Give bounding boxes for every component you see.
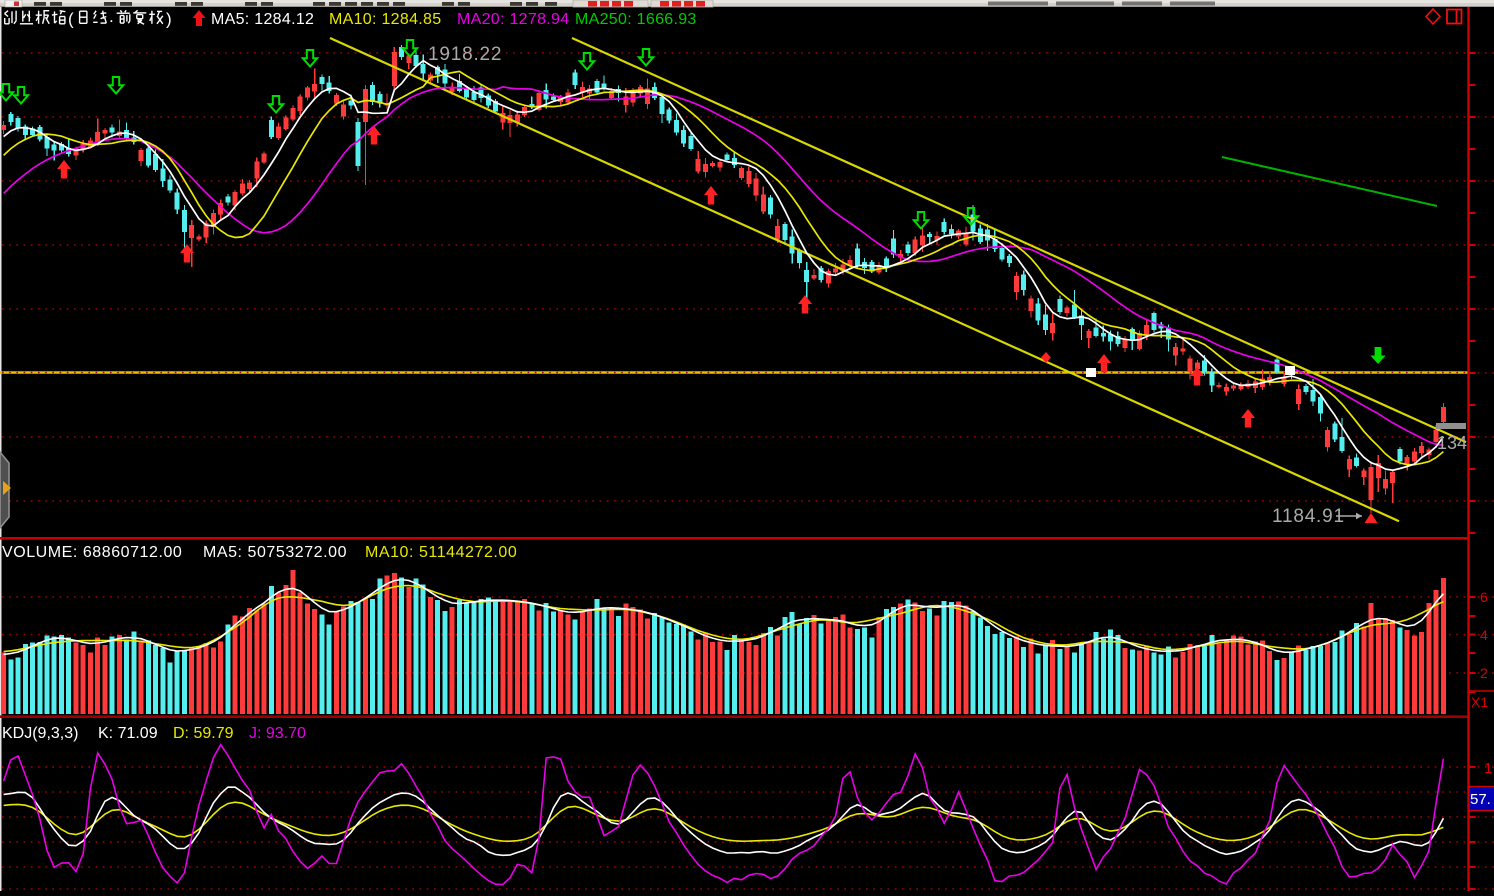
svg-text:MA20: 1278.94: MA20: 1278.94 xyxy=(457,11,569,28)
svg-text:1341: 1341 xyxy=(1437,433,1477,453)
svg-text:1918.22: 1918.22 xyxy=(428,44,502,65)
svg-text:D: 59.79: D: 59.79 xyxy=(173,725,234,742)
svg-text:MA5: 50753272.00: MA5: 50753272.00 xyxy=(203,544,347,561)
svg-text:4: 4 xyxy=(1480,627,1488,643)
svg-text:MA5: 1284.12: MA5: 1284.12 xyxy=(211,11,314,28)
svg-text:MA250: 1666.93: MA250: 1666.93 xyxy=(575,11,697,28)
svg-text:VOLUME: 68860712.00: VOLUME: 68860712.00 xyxy=(2,544,182,561)
svg-text:): ) xyxy=(166,10,172,29)
svg-text:X1: X1 xyxy=(1471,694,1488,710)
svg-text:1184.91: 1184.91 xyxy=(1272,506,1345,527)
svg-text:6: 6 xyxy=(1480,589,1488,605)
svg-text:MA10: 51144272.00: MA10: 51144272.00 xyxy=(365,544,517,561)
svg-text:57.: 57. xyxy=(1470,791,1491,808)
svg-text:MA10: 1284.85: MA10: 1284.85 xyxy=(329,11,441,28)
svg-text:2: 2 xyxy=(1480,665,1488,681)
svg-text:1: 1 xyxy=(1484,760,1492,777)
svg-text:(: ( xyxy=(68,10,74,29)
svg-text:K: 71.09: K: 71.09 xyxy=(98,725,158,742)
svg-text:KDJ(9,3,3): KDJ(9,3,3) xyxy=(2,725,78,742)
svg-text:.: . xyxy=(109,7,114,26)
svg-text:J: 93.70: J: 93.70 xyxy=(249,725,306,742)
